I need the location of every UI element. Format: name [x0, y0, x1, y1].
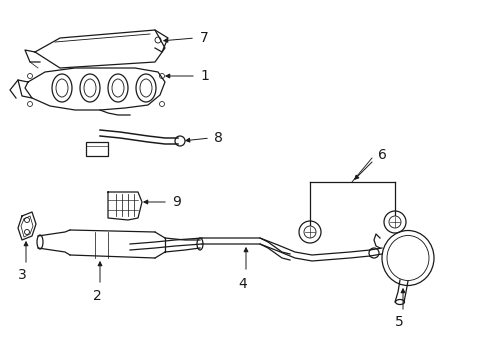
Text: 2: 2 — [93, 289, 102, 303]
Text: 3: 3 — [18, 268, 27, 282]
Text: 6: 6 — [377, 148, 386, 162]
Text: 7: 7 — [200, 31, 208, 45]
Text: 8: 8 — [214, 131, 223, 145]
Bar — [86, 142, 108, 156]
Text: 5: 5 — [394, 315, 403, 329]
Text: 9: 9 — [172, 195, 181, 209]
Text: 4: 4 — [238, 277, 246, 291]
Text: 1: 1 — [200, 69, 208, 83]
